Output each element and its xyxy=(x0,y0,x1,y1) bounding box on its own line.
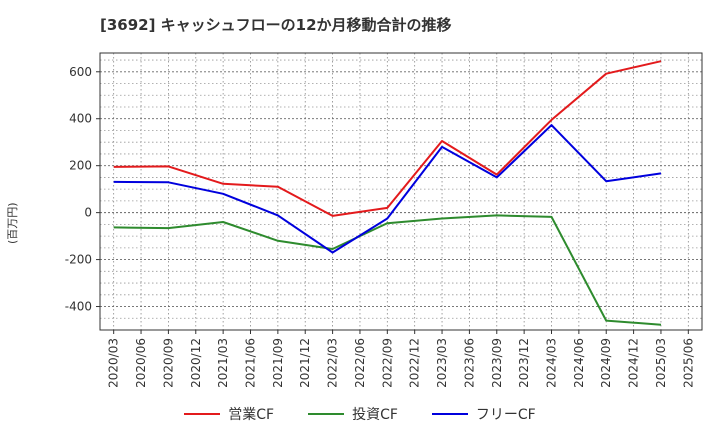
legend-item: フリーCF xyxy=(431,404,536,424)
y-tick-label: -200 xyxy=(65,253,92,267)
x-tick-label: 2023/12 xyxy=(517,338,531,388)
chart-title: [3692] キャッシュフローの12か月移動合計の推移 xyxy=(100,16,452,34)
chart-plot: 600 400 200 0 -200 -400 2020/03 2020/06 2020/09 2… xyxy=(65,52,703,388)
y-tick-label: 200 xyxy=(69,159,92,173)
legend-label: 営業CF xyxy=(228,407,275,423)
x-tick-label: 2022/09 xyxy=(380,338,394,388)
x-tick-label: 2021/06 xyxy=(244,338,258,388)
legend-label: 投資CF xyxy=(352,407,398,423)
x-tick-label: 2021/09 xyxy=(271,338,285,388)
x-tick-label: 2023/09 xyxy=(490,338,504,388)
x-tick-label: 2024/12 xyxy=(627,338,641,388)
legend-item: 営業CF xyxy=(184,404,274,424)
y-tick-label: 600 xyxy=(69,65,92,79)
legend-item: 投資CF xyxy=(308,404,398,424)
x-tick-label: 2022/03 xyxy=(326,338,340,388)
x-tick-label: 2022/12 xyxy=(408,338,422,388)
series-line-3 xyxy=(113,124,662,254)
x-tick-label: 2025/03 xyxy=(654,338,668,388)
x-tick-label: 2020/06 xyxy=(134,338,148,388)
y-tick-label: 0 xyxy=(84,206,92,220)
series-line-2 xyxy=(113,214,662,326)
x-tick-label: 2020/12 xyxy=(189,338,203,388)
x-tick-label: 2022/06 xyxy=(353,338,367,388)
x-tick-label: 2021/12 xyxy=(298,338,312,388)
x-tick-label: 2025/06 xyxy=(681,338,695,388)
series-line-1 xyxy=(113,60,662,217)
plot-border xyxy=(99,52,703,331)
chart-legend: 営業CF 投資CF フリーCF xyxy=(0,404,720,424)
y-tick-label: -400 xyxy=(65,300,92,314)
x-tick-label: 2024/06 xyxy=(572,338,586,388)
x-tick-label: 2023/06 xyxy=(462,338,476,388)
y-tick-label: 400 xyxy=(69,112,92,126)
x-tick-label: 2021/03 xyxy=(216,338,230,388)
x-tick-label: 2020/03 xyxy=(107,338,121,388)
x-tick-label: 2020/09 xyxy=(161,338,175,388)
x-tick-label: 2023/03 xyxy=(435,338,449,388)
legend-label: フリーCF xyxy=(475,407,536,423)
x-tick-label: 2024/03 xyxy=(545,338,559,388)
legend-swatch xyxy=(431,413,468,415)
legend-swatch xyxy=(308,413,345,415)
x-tick-label: 2024/09 xyxy=(599,338,613,388)
legend-swatch xyxy=(184,413,221,415)
